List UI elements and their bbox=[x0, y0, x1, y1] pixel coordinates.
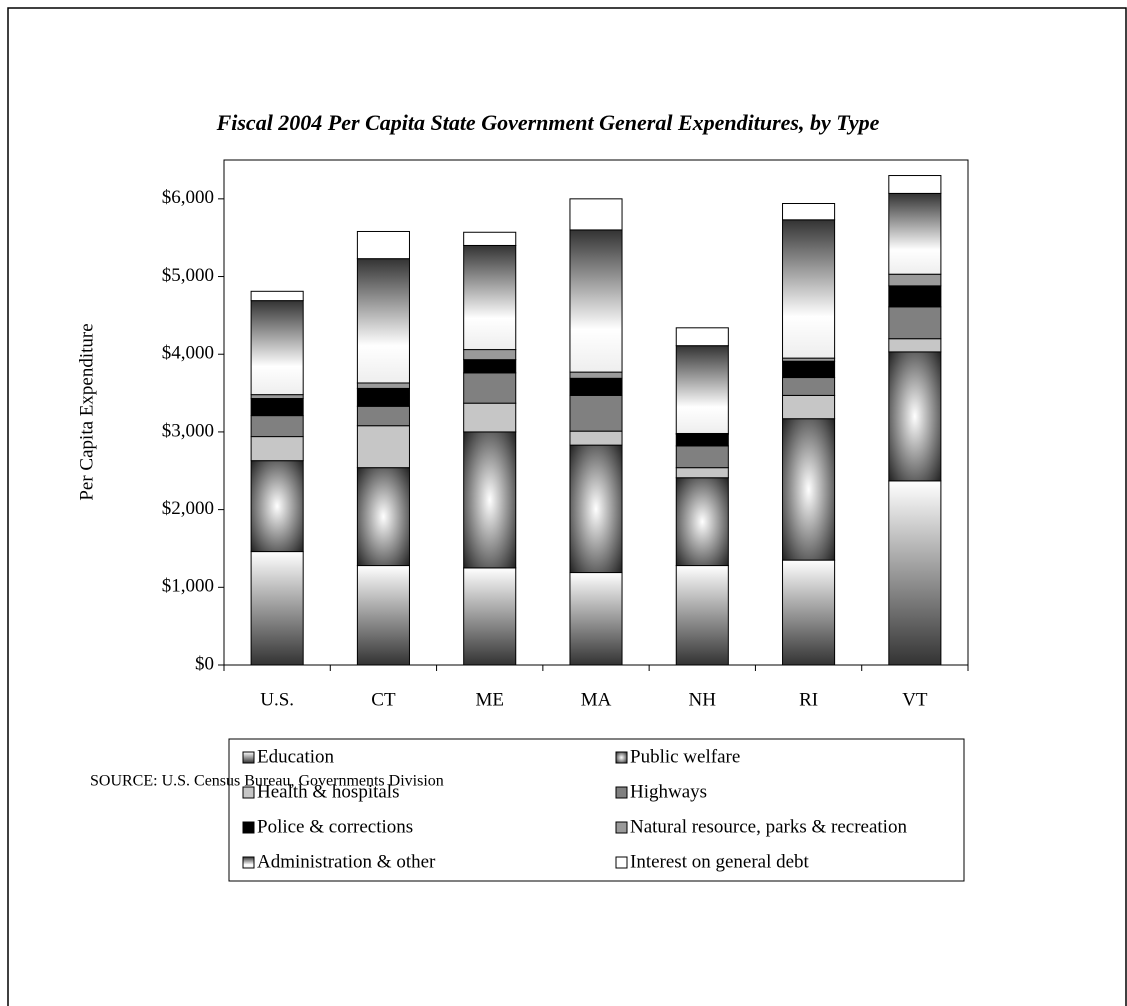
bar-segment bbox=[569, 572, 623, 666]
bar-segment bbox=[888, 480, 942, 666]
bar-segment bbox=[569, 198, 623, 231]
x-tick-label: U.S. bbox=[260, 689, 294, 710]
bar-segment bbox=[888, 306, 942, 340]
bar-segment bbox=[569, 377, 623, 396]
bar-segment bbox=[250, 290, 304, 302]
y-tick-label: $6,000 bbox=[162, 187, 214, 208]
bar-segment bbox=[782, 394, 836, 420]
bar-segment bbox=[463, 231, 517, 246]
bar-segment bbox=[569, 229, 623, 373]
y-tick-label: $5,000 bbox=[162, 265, 214, 286]
bar-segment bbox=[782, 377, 836, 396]
bar-segment bbox=[888, 175, 942, 194]
legend-swatch bbox=[242, 786, 255, 799]
bar-segment bbox=[569, 444, 623, 574]
x-tick-label: NH bbox=[689, 689, 717, 710]
bar-segment bbox=[782, 559, 836, 666]
bar-segment bbox=[250, 394, 304, 400]
bar-segment bbox=[463, 431, 517, 569]
bar-segment bbox=[569, 371, 623, 379]
legend-label: Natural resource, parks & recreation bbox=[630, 816, 907, 837]
bar-segment bbox=[782, 360, 836, 379]
bar-segment bbox=[356, 258, 410, 384]
legend-swatch bbox=[615, 751, 628, 764]
bar-segment bbox=[782, 418, 836, 561]
x-tick-label: RI bbox=[799, 689, 818, 710]
legend-swatch bbox=[242, 856, 255, 869]
legend-swatch bbox=[242, 751, 255, 764]
bar-segment bbox=[463, 567, 517, 666]
legend-swatch bbox=[615, 856, 628, 869]
bar-segment bbox=[250, 415, 304, 438]
y-tick-label: $1,000 bbox=[162, 576, 214, 597]
bar-segment bbox=[250, 398, 304, 417]
legend-swatch bbox=[242, 821, 255, 834]
bar-segment bbox=[250, 460, 304, 553]
legend-label: Police & corrections bbox=[257, 816, 413, 837]
bar-segment bbox=[463, 349, 517, 361]
y-tick-label: $2,000 bbox=[162, 498, 214, 519]
bar-segment bbox=[675, 477, 729, 567]
bar-segment bbox=[888, 285, 942, 308]
x-tick-label: ME bbox=[475, 689, 504, 710]
legend-swatch bbox=[615, 821, 628, 834]
bar-segment bbox=[463, 359, 517, 374]
y-axis-label: Per Capita Expenditure bbox=[76, 323, 97, 500]
bar-segment bbox=[675, 345, 729, 434]
bar-segment bbox=[356, 565, 410, 666]
bar-segment bbox=[356, 230, 410, 260]
legend-label: Highways bbox=[630, 781, 707, 802]
bar-segment bbox=[782, 219, 836, 359]
bar-segment bbox=[569, 430, 623, 446]
bar-segment bbox=[888, 351, 942, 482]
source-note: SOURCE: U.S. Census Bureau, Governments … bbox=[90, 773, 444, 790]
bar-segment bbox=[888, 338, 942, 353]
bar-segment bbox=[675, 467, 729, 479]
bar-segment bbox=[675, 433, 729, 447]
legend-label: Administration & other bbox=[257, 851, 436, 872]
bar-segment bbox=[782, 203, 836, 221]
bar-segment bbox=[250, 551, 304, 666]
legend-label: Public welfare bbox=[630, 746, 740, 767]
legend-swatch bbox=[615, 786, 628, 799]
bar-segment bbox=[675, 327, 729, 347]
bar-segment bbox=[356, 387, 410, 407]
y-tick-label: $3,000 bbox=[162, 420, 214, 441]
legend bbox=[228, 738, 965, 882]
bar-segment bbox=[356, 405, 410, 427]
frame bbox=[7, 7, 1127, 1006]
bar-segment bbox=[463, 244, 517, 351]
legend-label: Health & hospitals bbox=[257, 781, 399, 802]
bar-segment bbox=[675, 445, 729, 469]
bar-segment bbox=[888, 273, 942, 287]
bar-segment bbox=[463, 372, 517, 404]
chart-title: Fiscal 2004 Per Capita State Government … bbox=[216, 110, 880, 135]
bar-segment bbox=[569, 394, 623, 432]
x-tick-label: VT bbox=[902, 689, 928, 710]
x-tick-label: MA bbox=[581, 689, 612, 710]
bar-segment bbox=[250, 300, 304, 396]
bar-segment bbox=[356, 382, 410, 389]
legend-label: Education bbox=[257, 746, 335, 767]
bar-segment bbox=[463, 402, 517, 433]
bar-segment bbox=[356, 425, 410, 469]
bar-segment bbox=[356, 467, 410, 567]
y-tick-label: $0 bbox=[195, 653, 214, 674]
bar-segment bbox=[675, 565, 729, 666]
legend-label: Interest on general debt bbox=[630, 851, 810, 872]
bar-segment bbox=[250, 436, 304, 462]
x-tick-label: CT bbox=[371, 689, 396, 710]
y-tick-label: $4,000 bbox=[162, 343, 214, 364]
bar-segment bbox=[888, 192, 942, 275]
